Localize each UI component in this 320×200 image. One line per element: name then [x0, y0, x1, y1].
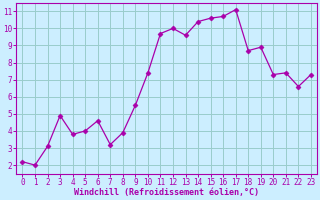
X-axis label: Windchill (Refroidissement éolien,°C): Windchill (Refroidissement éolien,°C) — [74, 188, 259, 197]
